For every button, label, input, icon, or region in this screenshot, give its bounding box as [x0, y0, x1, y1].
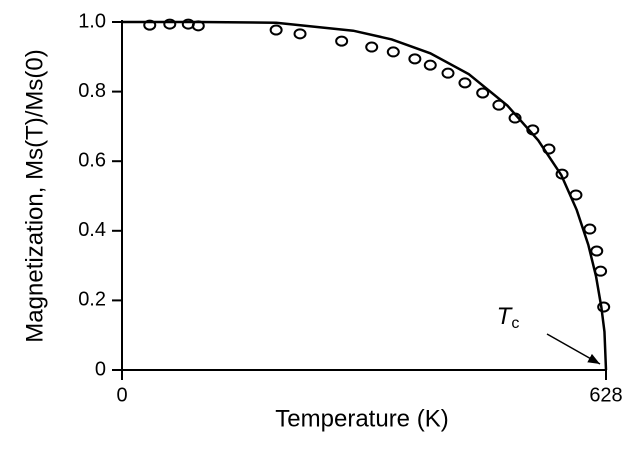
y-tick-label: 0.4 [78, 219, 106, 241]
y-tick-label: 0.2 [78, 289, 106, 311]
y-tick-label: 0 [95, 358, 106, 380]
data-point [492, 99, 506, 111]
y-tick-label: 1.0 [78, 10, 106, 32]
data-point [583, 223, 597, 235]
data-point [526, 124, 540, 136]
data-point [293, 28, 307, 40]
data-point [191, 20, 205, 32]
tc-label: Tc [497, 303, 520, 332]
x-tick-label: 628 [589, 384, 622, 406]
data-point [423, 59, 437, 71]
data-point [163, 18, 177, 30]
data-point [269, 24, 283, 36]
data-point [458, 77, 472, 89]
data-point [386, 46, 400, 58]
data-point [365, 41, 379, 53]
y-tick-label: 0.8 [78, 80, 106, 102]
x-tick-label: 0 [116, 384, 127, 406]
y-axis-label: Magnetization, Ms(T)/Ms(0) [21, 49, 48, 342]
data-point [597, 301, 611, 313]
tc-subscript: c [511, 315, 519, 332]
data-point [590, 245, 604, 257]
tc-symbol: T [497, 303, 514, 330]
data-point [542, 143, 556, 155]
data-point [594, 265, 608, 277]
data-point [335, 35, 349, 47]
tc-arrow [546, 333, 601, 365]
y-tick-label: 0.6 [78, 149, 106, 171]
data-point [441, 67, 455, 79]
x-axis-label: Temperature (K) [275, 405, 448, 432]
data-point [555, 168, 569, 180]
data-point [569, 189, 583, 201]
data-point [143, 19, 157, 31]
data-point [508, 112, 522, 124]
data-point [408, 53, 422, 65]
curve [122, 20, 608, 371]
data-point [476, 87, 490, 99]
